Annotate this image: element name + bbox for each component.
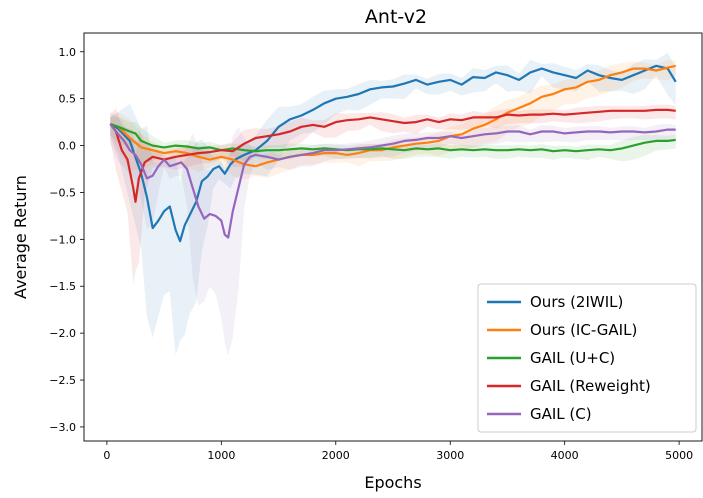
chart-title: Ant-v2 [365, 6, 427, 28]
y-axis: 1.0 0.5 0.0 −0.5 −1.0 −1.5 −2.0 −2.5 −3.0 [49, 46, 84, 434]
legend-label: GAIL (U+C) [530, 349, 615, 367]
y-tick-label: −2.0 [49, 327, 76, 340]
y-tick-label: −3.0 [49, 421, 76, 434]
series-line-0 [109, 64, 677, 243]
y-tick-label: −0.5 [49, 186, 76, 199]
plot-frame [83, 32, 703, 442]
y-tick-label: −1.5 [49, 280, 76, 293]
series-band-3 [110, 104, 676, 284]
legend-box [477, 283, 697, 433]
series-band-1 [110, 59, 676, 180]
y-tick-label: −2.5 [49, 374, 76, 387]
legend-label: Ours (IC-GAIL) [530, 321, 637, 339]
series-line-4 [109, 123, 676, 239]
series-lines [109, 64, 677, 243]
x-tick-label: 5000 [665, 449, 693, 462]
legend: Ours (2IWIL) Ours (IC-GAIL) GAIL (U+C) GAIL… [477, 283, 697, 433]
series-band-4 [110, 112, 676, 356]
x-tick-label: 2000 [322, 449, 350, 462]
legend-label: GAIL (C) [530, 405, 592, 423]
legend-label: GAIL (Reweight) [530, 377, 651, 395]
x-tick-label: 0 [103, 449, 110, 462]
legend-label: Ours (2IWIL) [530, 293, 623, 311]
y-tick-label: 1.0 [59, 46, 77, 59]
x-tick-label: 1000 [207, 449, 235, 462]
x-tick-label: 4000 [551, 449, 579, 462]
y-tick-label: −1.0 [49, 233, 76, 246]
series-line-1 [109, 64, 676, 168]
series-line-2 [109, 122, 676, 153]
y-tick-label: 0.0 [59, 140, 77, 153]
y-tick-label: 0.5 [59, 93, 77, 106]
y-axis-label: Average Return [11, 175, 30, 299]
x-axis-label: Epochs [364, 473, 421, 492]
series-band-0 [110, 52, 676, 356]
x-axis: 0 1000 2000 3000 4000 5000 [103, 441, 693, 462]
x-tick-label: 3000 [436, 449, 464, 462]
